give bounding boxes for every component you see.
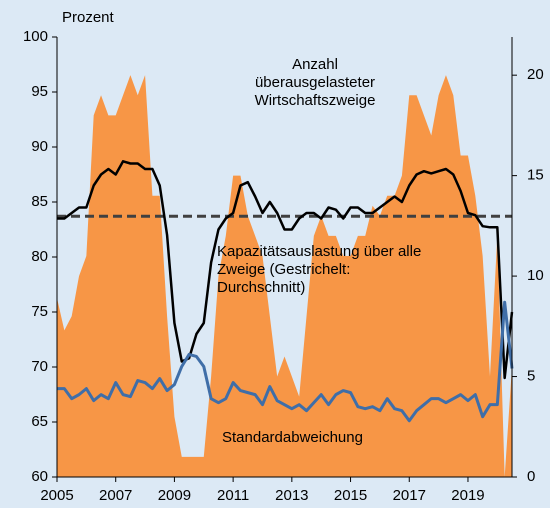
y-tick-label: 60	[31, 468, 48, 485]
y2-tick-label: 10	[527, 267, 544, 284]
x-tick-label: 2013	[275, 487, 308, 504]
area	[57, 75, 512, 477]
x-tick-label: 2019	[451, 487, 484, 504]
y-tick-label: 90	[31, 138, 48, 155]
y2-tick-label: 5	[527, 368, 535, 385]
series-label: Anzahl überausgelasteter Wirtschaftszwei…	[254, 56, 376, 109]
line	[57, 300, 514, 423]
y-tick-label: 85	[31, 193, 48, 210]
x-tick-label: 2015	[334, 487, 367, 504]
y2-tick-label: 0	[527, 468, 535, 485]
y2-tick-label: 15	[527, 167, 544, 184]
series-label: Standardabweichung	[222, 429, 363, 446]
y-tick-label: 80	[31, 248, 48, 265]
x-tick-label: 2011	[217, 487, 249, 504]
y-tick-label: 95	[31, 83, 48, 100]
y-tick-label: 100	[23, 28, 48, 45]
x-tick-label: 2017	[393, 487, 426, 504]
y-tick-label: 75	[31, 303, 48, 320]
x-tick-label: 2007	[99, 487, 132, 504]
x-tick-label: 2005	[40, 487, 73, 504]
y-tick-label: 65	[31, 413, 48, 430]
x-tick-label: 2009	[158, 487, 191, 504]
y2-tick-label: 20	[527, 66, 544, 83]
y-axis-label: Prozent	[62, 9, 115, 26]
series-label: Kapazitätsauslastung über alle Zweige (G…	[217, 243, 422, 296]
y-tick-label: 70	[31, 358, 48, 375]
line	[57, 160, 514, 380]
